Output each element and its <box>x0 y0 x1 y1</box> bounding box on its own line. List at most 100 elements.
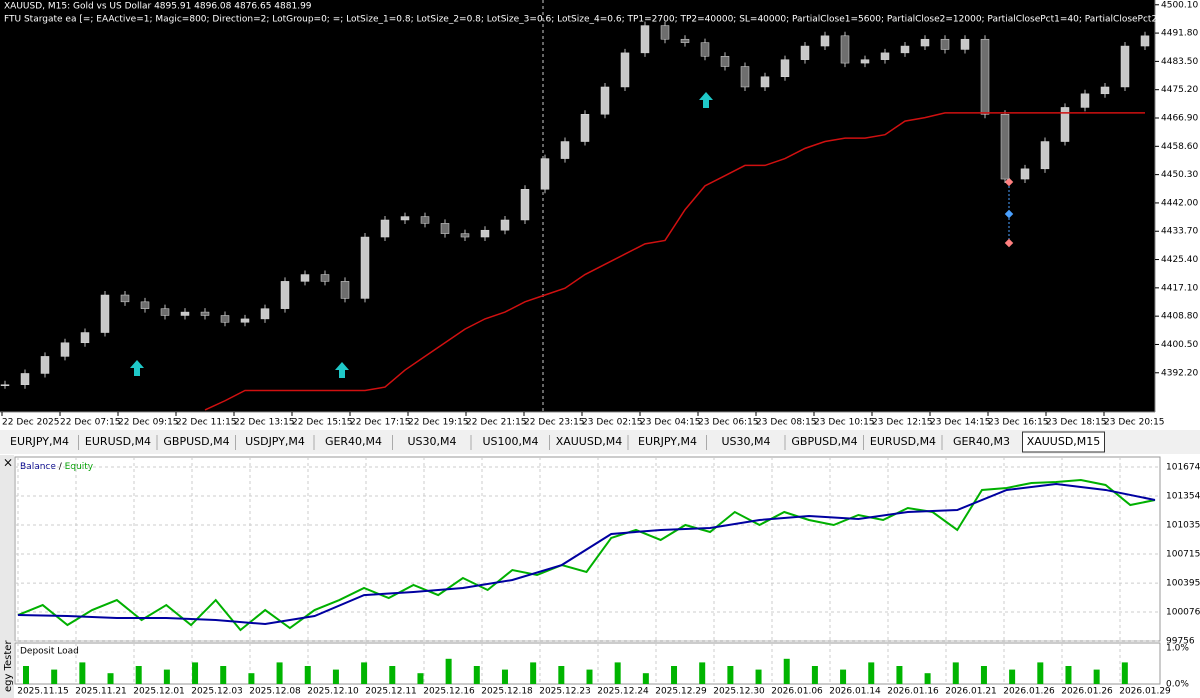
load-bar <box>107 673 114 684</box>
load-bar <box>755 669 762 684</box>
load-bar <box>51 669 58 684</box>
date-label: 2026.01.16 <box>887 687 939 697</box>
tab[interactable]: GBPUSD,M4 <box>791 435 857 448</box>
candle <box>720 56 730 67</box>
candle <box>940 38 950 50</box>
candle <box>440 223 450 234</box>
tab[interactable]: XAUUSD,M4 <box>556 435 623 448</box>
date-label: 2025.11.15 <box>17 687 69 697</box>
date-label: 2026.01.21 <box>945 687 997 697</box>
candle <box>920 38 930 47</box>
y-tick-label: 4466.90 <box>1161 114 1198 124</box>
candle <box>840 35 850 64</box>
price-axis-bg <box>1155 0 1200 430</box>
candle <box>640 25 650 54</box>
load-bar <box>445 658 452 684</box>
tab[interactable]: GBPUSD,M4 <box>163 435 229 448</box>
candle <box>180 311 190 316</box>
date-label: 2025.12.03 <box>191 687 243 697</box>
candle <box>1120 45 1130 88</box>
load-bar <box>1121 662 1128 684</box>
chart-bg <box>0 0 1155 412</box>
candle <box>1080 93 1090 108</box>
candle <box>160 308 170 316</box>
load-bar <box>79 662 86 684</box>
y-tick-label: 101674 <box>1166 462 1200 472</box>
date-label: 2025.12.24 <box>597 687 649 697</box>
date-label: 2026.01.26 <box>1061 687 1113 697</box>
legend-sep: / <box>56 462 65 472</box>
candle <box>340 281 350 299</box>
date-label: 2026.01.06 <box>771 687 823 697</box>
y-tick-label: 100395 <box>1166 579 1200 589</box>
x-tick-label: 23 Dec 14:15 <box>930 418 991 428</box>
load-bar <box>671 666 678 684</box>
candle <box>220 315 230 323</box>
load-bar <box>811 666 818 684</box>
side-label: egy Tester <box>3 640 14 692</box>
tab[interactable]: EURJPY,M4 <box>10 435 69 448</box>
candle <box>40 356 50 374</box>
x-tick-label: 23 Dec 18:15 <box>1046 418 1107 428</box>
x-tick-label: 22 Dec 21:15 <box>466 418 527 428</box>
y-tick-label: 99756 <box>1166 637 1195 647</box>
load-bar <box>389 666 396 684</box>
y-tick-label: 4475.20 <box>1161 85 1198 95</box>
candle <box>500 219 510 231</box>
tab[interactable]: EURJPY,M4 <box>638 435 697 448</box>
y-tick-label: 4433.70 <box>1161 227 1198 237</box>
y-tick-label: 101354 <box>1166 492 1200 502</box>
y-tick-label: 100715 <box>1166 550 1200 560</box>
candle <box>240 318 250 323</box>
candle <box>320 274 330 282</box>
buy-arrow <box>130 360 144 376</box>
candle <box>600 86 610 115</box>
candle <box>1040 141 1050 170</box>
close-button[interactable]: × <box>3 456 13 470</box>
x-tick-label: 23 Dec 20:15 <box>1104 418 1165 428</box>
tab[interactable]: US100,M4 <box>482 435 538 448</box>
y-tick-label: 100076 <box>1166 608 1200 618</box>
candle <box>780 59 790 77</box>
tab[interactable]: EURUSD,M4 <box>870 435 936 448</box>
x-tick-label: 23 Dec 04:15 <box>640 418 701 428</box>
x-tick-label: 22 Dec 11:15 <box>176 418 237 428</box>
tab[interactable]: US30,M4 <box>407 435 456 448</box>
x-tick-label: 22 Dec 13:15 <box>234 418 295 428</box>
date-label: 2025.12.11 <box>365 687 417 697</box>
candle <box>760 76 770 88</box>
candle <box>700 42 710 57</box>
candle <box>580 114 590 142</box>
load-bar <box>868 662 875 684</box>
date-label: 2025.11.21 <box>75 687 127 697</box>
tab[interactable]: EURUSD,M4 <box>85 435 151 448</box>
date-label: 2025.12.16 <box>423 687 475 697</box>
load-tick-label: 0.0% <box>1166 680 1189 690</box>
x-tick-label: 22 Dec 07:15 <box>60 418 121 428</box>
x-tick-label: 23 Dec 12:15 <box>872 418 933 428</box>
tab[interactable]: GER40,M4 <box>325 435 382 448</box>
tab[interactable]: GER40,M3 <box>953 435 1010 448</box>
x-tick-label: 22 Dec 15:15 <box>292 418 353 428</box>
candle <box>200 311 210 316</box>
legend: Balance / Equity <box>20 462 94 472</box>
candle <box>480 229 490 238</box>
tab[interactable]: XAUUSD,M15 <box>1027 435 1101 448</box>
load-bar <box>304 666 311 684</box>
legend-balance: Balance <box>20 462 56 472</box>
x-tick-label: 22 Dec 2025 <box>2 418 60 428</box>
y-tick-label: 4500.10 <box>1161 0 1198 10</box>
candle <box>260 308 270 320</box>
load-bar <box>332 669 339 684</box>
load-bar <box>586 669 593 684</box>
candle <box>20 373 30 385</box>
load-bar <box>1065 666 1072 684</box>
tab[interactable]: US30,M4 <box>721 435 770 448</box>
tab[interactable]: USDJPY,M4 <box>245 435 305 448</box>
date-label: 2025.12.29 <box>655 687 707 697</box>
buy-arrow <box>699 92 713 108</box>
x-tick-label: 22 Dec 09:15 <box>118 418 179 428</box>
candle <box>0 384 10 386</box>
side-strip <box>0 455 14 698</box>
